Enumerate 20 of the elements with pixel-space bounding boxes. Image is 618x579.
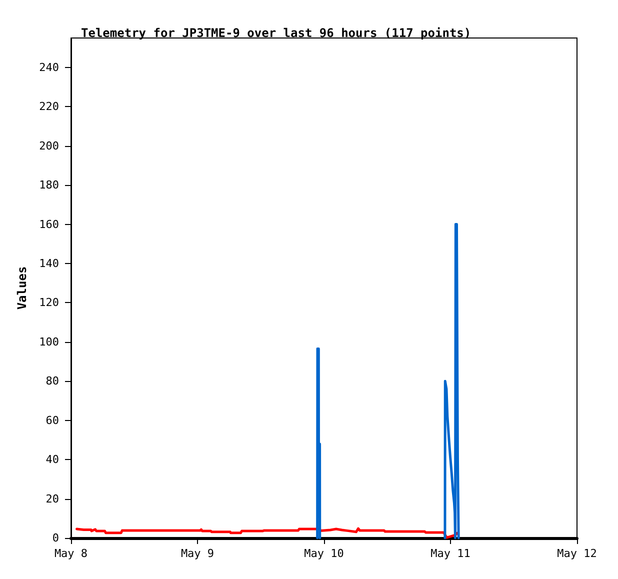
y-tick-label: 140	[39, 256, 59, 270]
x-tick-label: May 11	[430, 547, 470, 560]
y-tick-label: 40	[46, 453, 59, 466]
y-tick-label: 120	[39, 296, 59, 310]
y-tick-label: 180	[39, 178, 59, 192]
y-tick-label: 0	[52, 532, 59, 544]
y-tick-label: 100	[39, 335, 59, 348]
x-tick-label: May 10	[304, 547, 344, 560]
y-tick-label: 240	[39, 60, 59, 74]
y-tick-label: 160	[39, 218, 59, 231]
chart-title: Telemetry for JP3TME-9 over last 96 hours (117 points)	[81, 26, 472, 40]
y-axis-title: Values	[15, 266, 30, 310]
y-tick-label: 80	[46, 374, 59, 388]
y-tick-label: 220	[39, 100, 59, 114]
x-tick-label: May 12	[557, 547, 597, 560]
y-tick-label: 60	[46, 414, 59, 427]
x-tick-label: May 9	[180, 547, 214, 560]
x-tick-label: May 8	[54, 547, 88, 560]
y-tick-label: 20	[46, 492, 59, 506]
y-tick-label: 200	[39, 139, 59, 152]
